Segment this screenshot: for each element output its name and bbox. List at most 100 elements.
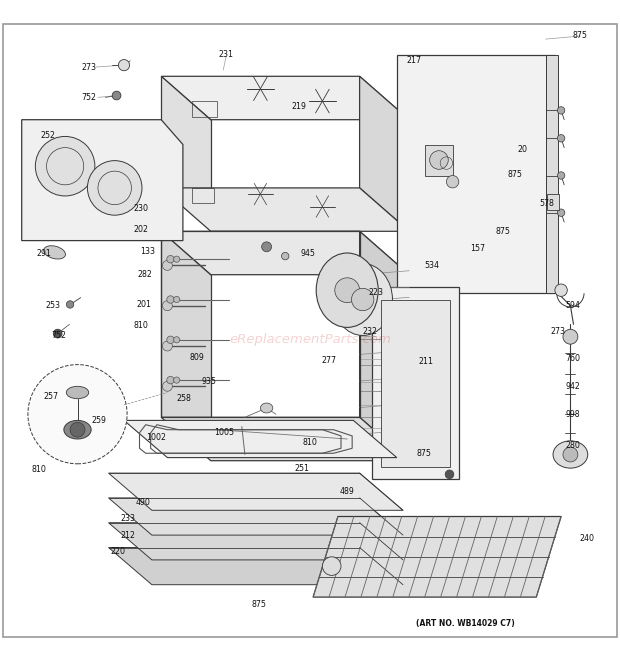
Polygon shape <box>360 76 409 231</box>
Polygon shape <box>108 498 403 535</box>
Polygon shape <box>313 516 561 597</box>
Circle shape <box>335 278 360 303</box>
Ellipse shape <box>553 441 588 468</box>
Text: 202: 202 <box>134 225 149 234</box>
Polygon shape <box>360 231 409 461</box>
Text: 1005: 1005 <box>214 428 234 438</box>
Ellipse shape <box>316 253 378 327</box>
Circle shape <box>557 106 565 114</box>
Text: 258: 258 <box>177 394 192 403</box>
Polygon shape <box>161 76 409 120</box>
Text: 232: 232 <box>363 327 378 336</box>
Circle shape <box>430 151 448 169</box>
Circle shape <box>87 161 142 215</box>
Text: 291: 291 <box>36 249 51 258</box>
Text: 935: 935 <box>202 377 216 386</box>
Ellipse shape <box>64 420 91 439</box>
Text: 752: 752 <box>81 93 96 102</box>
Polygon shape <box>546 55 558 293</box>
Polygon shape <box>124 420 397 457</box>
Text: 233: 233 <box>121 514 136 524</box>
Circle shape <box>167 295 174 303</box>
Text: (ART NO. WB14029 C7): (ART NO. WB14029 C7) <box>415 619 515 628</box>
Polygon shape <box>108 523 403 560</box>
Text: 760: 760 <box>565 354 580 363</box>
Circle shape <box>446 176 459 188</box>
Text: 273: 273 <box>81 63 96 71</box>
Text: 490: 490 <box>135 498 150 508</box>
Ellipse shape <box>333 264 392 336</box>
Circle shape <box>118 59 130 71</box>
Polygon shape <box>121 145 136 155</box>
Text: 133: 133 <box>140 247 155 256</box>
Circle shape <box>167 336 174 344</box>
Circle shape <box>167 256 174 263</box>
Polygon shape <box>22 120 183 241</box>
Circle shape <box>167 376 174 384</box>
Text: 273: 273 <box>551 327 565 336</box>
Text: 212: 212 <box>121 531 136 539</box>
Ellipse shape <box>260 403 273 413</box>
Polygon shape <box>161 231 211 417</box>
Text: 945: 945 <box>301 249 316 258</box>
Circle shape <box>557 135 565 142</box>
Text: 201: 201 <box>137 300 152 309</box>
Text: 875: 875 <box>507 170 522 178</box>
Text: 810: 810 <box>303 438 317 447</box>
Circle shape <box>28 365 127 464</box>
Text: 252: 252 <box>40 131 55 139</box>
Polygon shape <box>108 547 403 585</box>
Text: 157: 157 <box>470 243 485 253</box>
Text: 219: 219 <box>291 102 306 110</box>
Text: 20: 20 <box>518 145 528 154</box>
Text: 875: 875 <box>252 600 267 609</box>
Text: 489: 489 <box>340 487 355 496</box>
Circle shape <box>112 91 121 100</box>
Circle shape <box>322 557 341 575</box>
Text: 942: 942 <box>565 382 580 391</box>
Polygon shape <box>397 55 555 293</box>
Text: 240: 240 <box>580 533 595 543</box>
Circle shape <box>174 336 180 343</box>
Text: 277: 277 <box>321 356 336 365</box>
Circle shape <box>162 381 172 391</box>
Circle shape <box>445 470 454 479</box>
Circle shape <box>557 209 565 216</box>
Polygon shape <box>108 473 403 510</box>
Text: eReplacementParts.com: eReplacementParts.com <box>229 333 391 346</box>
Circle shape <box>162 301 172 311</box>
Circle shape <box>563 329 578 344</box>
Text: 259: 259 <box>92 416 107 425</box>
Circle shape <box>70 422 85 437</box>
Text: 217: 217 <box>406 56 421 65</box>
Text: 231: 231 <box>219 50 234 59</box>
Text: 809: 809 <box>189 353 204 362</box>
Polygon shape <box>161 188 409 231</box>
Polygon shape <box>381 299 450 467</box>
Circle shape <box>557 172 565 179</box>
Polygon shape <box>547 194 559 210</box>
Circle shape <box>174 296 180 303</box>
Circle shape <box>174 256 180 262</box>
Text: 280: 280 <box>565 441 580 449</box>
Text: 810: 810 <box>134 321 149 330</box>
Text: 594: 594 <box>565 301 580 310</box>
Text: 223: 223 <box>369 288 384 297</box>
Text: 998: 998 <box>565 410 580 418</box>
Ellipse shape <box>43 246 66 259</box>
Text: 253: 253 <box>46 301 61 310</box>
Text: 875: 875 <box>496 227 511 236</box>
Polygon shape <box>161 76 211 188</box>
Circle shape <box>53 329 62 338</box>
Text: 1002: 1002 <box>146 433 166 442</box>
Circle shape <box>162 260 172 270</box>
Text: 220: 220 <box>110 547 125 556</box>
Text: 282: 282 <box>137 270 152 279</box>
Text: 752: 752 <box>51 331 66 340</box>
Text: 257: 257 <box>44 393 59 401</box>
Circle shape <box>162 341 172 351</box>
Polygon shape <box>161 231 409 275</box>
Ellipse shape <box>66 386 89 399</box>
Circle shape <box>352 288 374 311</box>
Text: 578: 578 <box>539 199 554 208</box>
